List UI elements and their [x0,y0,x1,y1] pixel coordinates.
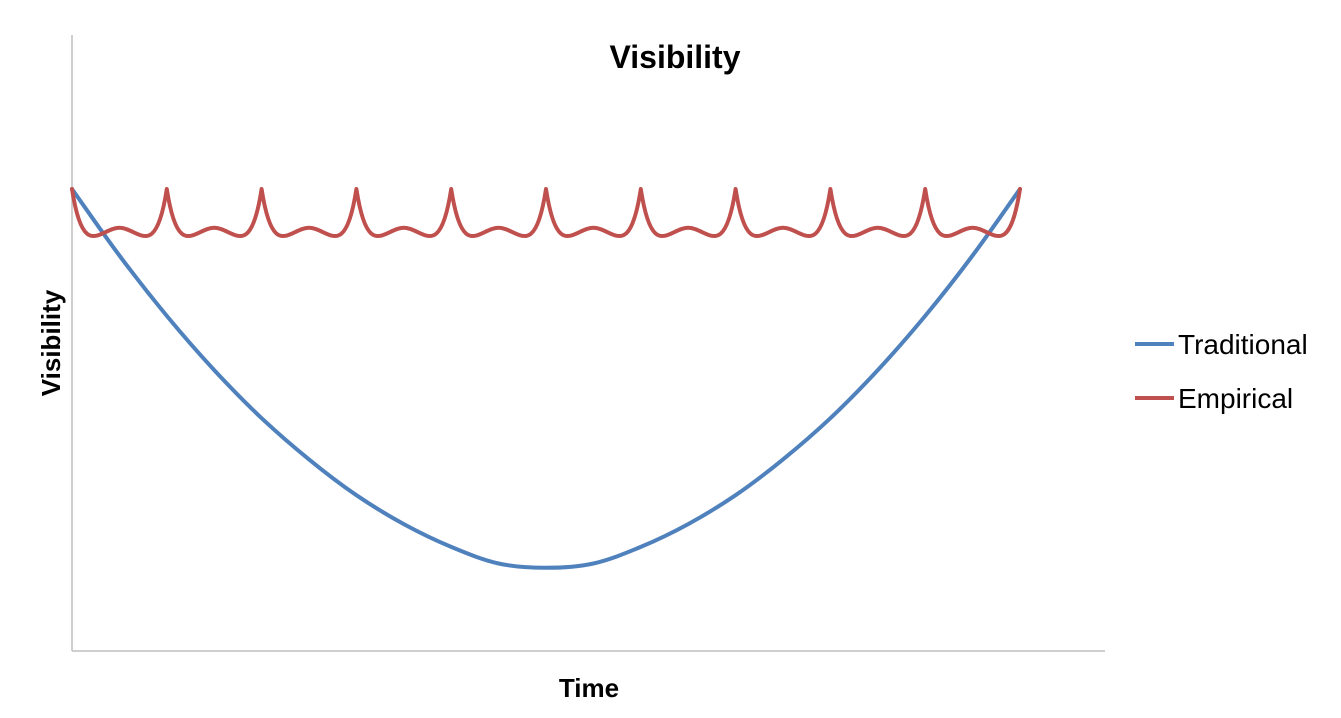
x-axis-title: Time [559,673,619,703]
legend: Traditional Empirical [1135,329,1308,414]
y-axis-title: Visibility [36,289,66,396]
series-layer [70,187,1022,570]
series-line-empirical [70,187,1022,239]
legend-label-traditional: Traditional [1178,329,1308,360]
series-line-traditional [70,187,1022,570]
legend-label-empirical: Empirical [1178,383,1293,414]
chart-title: Visibility [609,39,740,75]
